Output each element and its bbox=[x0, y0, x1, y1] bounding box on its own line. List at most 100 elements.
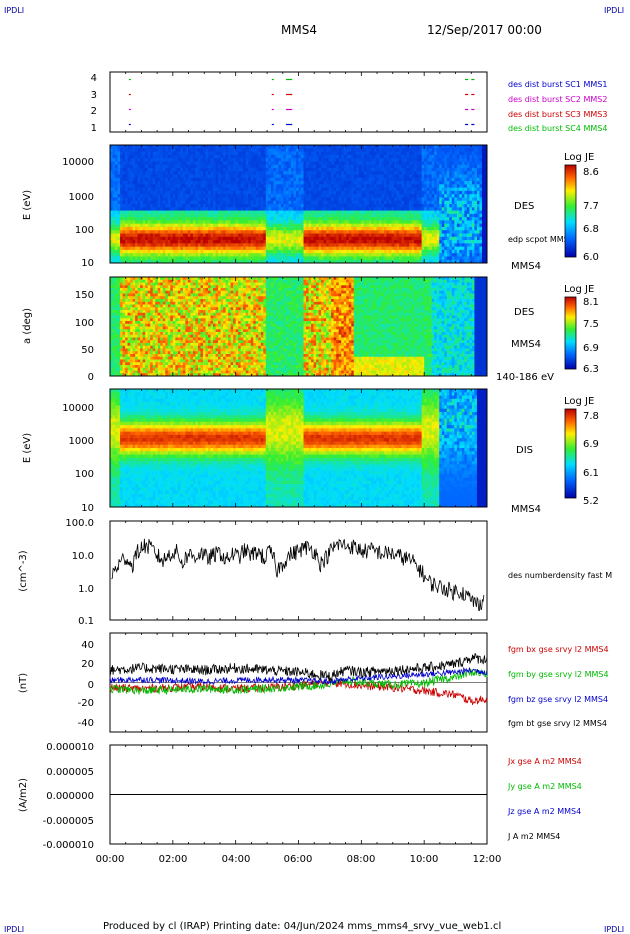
spectrogram-cell bbox=[394, 145, 397, 149]
spectrogram-cell bbox=[326, 154, 330, 159]
spectrogram-cell bbox=[313, 217, 317, 221]
spectrogram-cell bbox=[436, 236, 440, 241]
spectrogram-cell bbox=[233, 184, 237, 189]
spectrogram-cell bbox=[162, 259, 166, 264]
spectrogram-cell bbox=[401, 167, 405, 172]
spectrogram-cell bbox=[411, 207, 415, 211]
spectrogram-cell bbox=[383, 223, 387, 228]
spectrogram-cell bbox=[439, 161, 443, 166]
spectrogram-cell bbox=[150, 154, 154, 159]
spectrogram-cell bbox=[210, 223, 214, 228]
spectrogram-cell bbox=[285, 200, 289, 205]
spectrogram-cell bbox=[265, 256, 269, 261]
spectrogram-cell bbox=[170, 181, 174, 185]
spectrogram-cell bbox=[391, 246, 395, 251]
spectrogram-cell bbox=[321, 167, 325, 172]
spectrogram-cell bbox=[298, 236, 302, 241]
spectrogram-cell bbox=[290, 259, 294, 264]
spectrogram-cell bbox=[170, 154, 174, 159]
spectrogram-cell bbox=[132, 223, 136, 228]
spectrogram-cell bbox=[260, 184, 264, 189]
spectrogram-cell bbox=[120, 151, 123, 156]
spectrogram-cell bbox=[343, 259, 347, 264]
spectrogram-cell bbox=[180, 145, 184, 149]
spectrogram-cell bbox=[230, 246, 234, 251]
spectrogram-cell bbox=[290, 167, 294, 172]
spectrogram-cell bbox=[167, 236, 171, 241]
spectrogram-cell bbox=[137, 233, 141, 238]
spectrogram-cell bbox=[426, 230, 430, 234]
spectrogram-cell bbox=[127, 213, 131, 218]
spectrogram-cell bbox=[414, 217, 418, 221]
spectrogram-cell bbox=[235, 194, 239, 198]
spectrogram-cell bbox=[248, 220, 252, 225]
spectrogram-cell bbox=[401, 194, 405, 198]
spectrogram-cell bbox=[451, 249, 455, 254]
spectrogram-cell bbox=[306, 253, 309, 257]
spectrogram-cell bbox=[396, 194, 400, 198]
spectrogram-cell bbox=[200, 145, 204, 149]
spectrogram-cell bbox=[376, 236, 380, 241]
spectrogram-cell bbox=[451, 204, 455, 208]
spectrogram-cell bbox=[451, 246, 455, 251]
spectrogram-cell bbox=[223, 161, 227, 166]
spectrogram-cell bbox=[263, 240, 267, 244]
spectrogram-cell bbox=[122, 181, 126, 185]
spectrogram-cell bbox=[351, 181, 355, 185]
spectrogram-cell bbox=[416, 197, 420, 202]
spectrogram-cell bbox=[331, 207, 335, 211]
spectrogram-cell bbox=[378, 174, 382, 179]
spectrogram-cell bbox=[233, 259, 237, 264]
spectrogram-cell bbox=[439, 233, 443, 238]
spectrogram-cell bbox=[180, 177, 184, 182]
spectrogram-cell bbox=[333, 246, 337, 251]
spectrogram-cell bbox=[328, 204, 332, 208]
spectrogram-cell bbox=[160, 240, 164, 244]
spectrogram-cell bbox=[150, 177, 154, 182]
spectrogram-cell bbox=[215, 226, 219, 231]
spectrogram-cell bbox=[142, 207, 146, 211]
spectrogram-cell bbox=[318, 220, 322, 225]
spectrogram-cell bbox=[434, 243, 438, 248]
spectrogram-cell bbox=[381, 207, 385, 211]
spectrogram-cell bbox=[436, 187, 440, 192]
spectrogram-cell bbox=[421, 200, 425, 205]
spectrogram-cell bbox=[245, 249, 249, 254]
spectrogram-cell bbox=[348, 171, 352, 175]
spectrogram-cell bbox=[238, 259, 242, 264]
spectrogram-cell bbox=[280, 158, 284, 162]
spectrogram-cell bbox=[441, 207, 445, 211]
spectrogram-cell bbox=[240, 174, 244, 179]
spectrogram-cell bbox=[255, 207, 259, 211]
spectrogram-cell bbox=[283, 233, 287, 238]
spectrogram-cell bbox=[192, 210, 196, 215]
spectrogram-cell bbox=[343, 177, 347, 182]
spectrogram-cell bbox=[409, 158, 412, 162]
spectrogram-cell bbox=[293, 158, 297, 162]
spectrogram-cell bbox=[429, 171, 433, 175]
spectrogram-cell bbox=[396, 145, 400, 149]
spectrogram-cell bbox=[202, 217, 206, 221]
spectrogram-cell bbox=[285, 246, 289, 251]
spectrogram-cell bbox=[378, 226, 382, 231]
spectrogram-cell bbox=[230, 171, 234, 175]
spectrogram-cell bbox=[220, 207, 224, 211]
spectrogram-cell bbox=[303, 226, 307, 231]
spectrogram-cell bbox=[353, 145, 357, 149]
spectrogram-cell bbox=[165, 230, 169, 234]
spectrogram-cell bbox=[449, 181, 453, 185]
spectrogram-cell bbox=[265, 167, 269, 172]
spectrogram-cell bbox=[429, 240, 433, 244]
spectrogram-cell bbox=[439, 187, 443, 192]
spectrogram-cell bbox=[313, 249, 317, 254]
spectrogram-cell bbox=[341, 236, 345, 241]
spectrogram-cell bbox=[303, 256, 307, 261]
spectrogram-cell bbox=[441, 194, 445, 198]
spectrogram-cell bbox=[343, 246, 347, 251]
spectrogram-cell bbox=[401, 217, 405, 221]
spectrogram-cell bbox=[293, 190, 297, 195]
spectrogram-cell bbox=[431, 226, 435, 231]
spectrogram-cell bbox=[167, 181, 171, 185]
spectrogram-cell bbox=[411, 161, 415, 166]
spectrogram-cell bbox=[278, 177, 282, 182]
